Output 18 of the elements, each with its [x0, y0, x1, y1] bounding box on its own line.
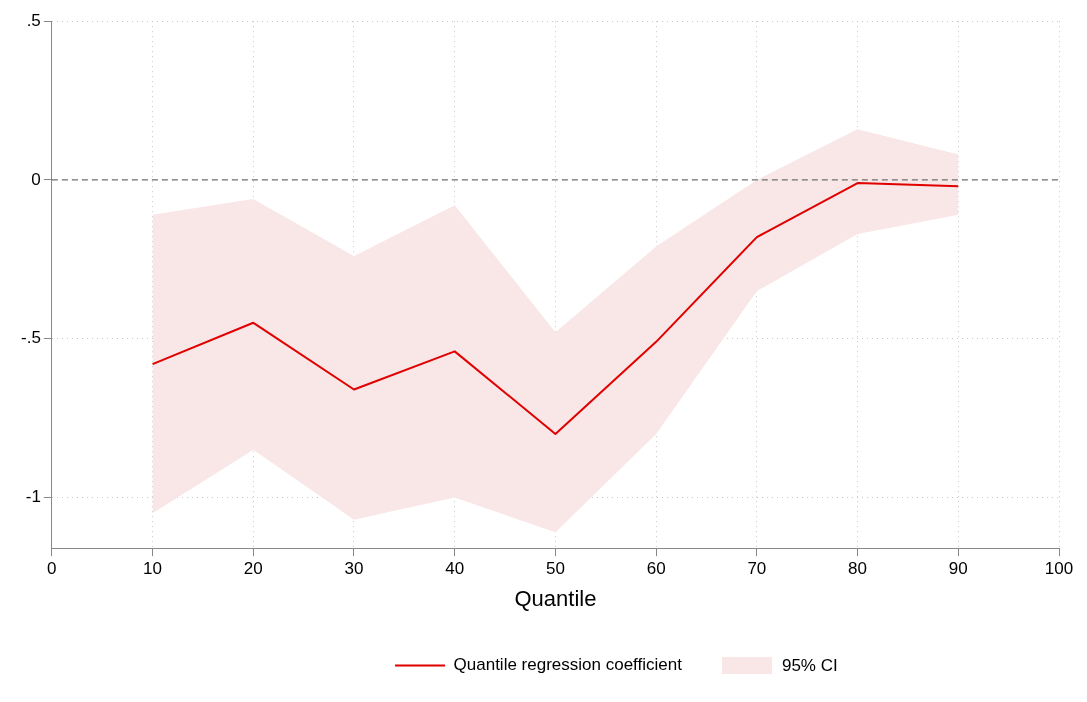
y-tick-label: 0: [31, 169, 41, 189]
text: 95% CI: [781, 655, 838, 676]
x-tick-label: 90: [948, 559, 968, 579]
y-tick-label: .5: [26, 10, 41, 30]
y-tick-label: -.5: [21, 328, 41, 348]
x-tick-label: 100: [1044, 559, 1074, 579]
x-tick-label: 40: [445, 559, 465, 579]
x-tick-label: 50: [545, 559, 565, 579]
x-tick-label: 70: [747, 559, 767, 579]
x-axis-title: Quantile: [514, 585, 597, 611]
x-tick-label: 80: [848, 559, 868, 579]
y-tick-label: -1: [25, 487, 41, 507]
x-tick-label: 10: [143, 559, 163, 579]
x-tick-label: 0: [47, 559, 57, 579]
x-tick-label: 20: [243, 559, 263, 579]
x-tick-label: 30: [344, 559, 364, 579]
legend-label: Quantile regression coefficient: [453, 655, 683, 675]
x-tick-label: 60: [646, 559, 666, 579]
